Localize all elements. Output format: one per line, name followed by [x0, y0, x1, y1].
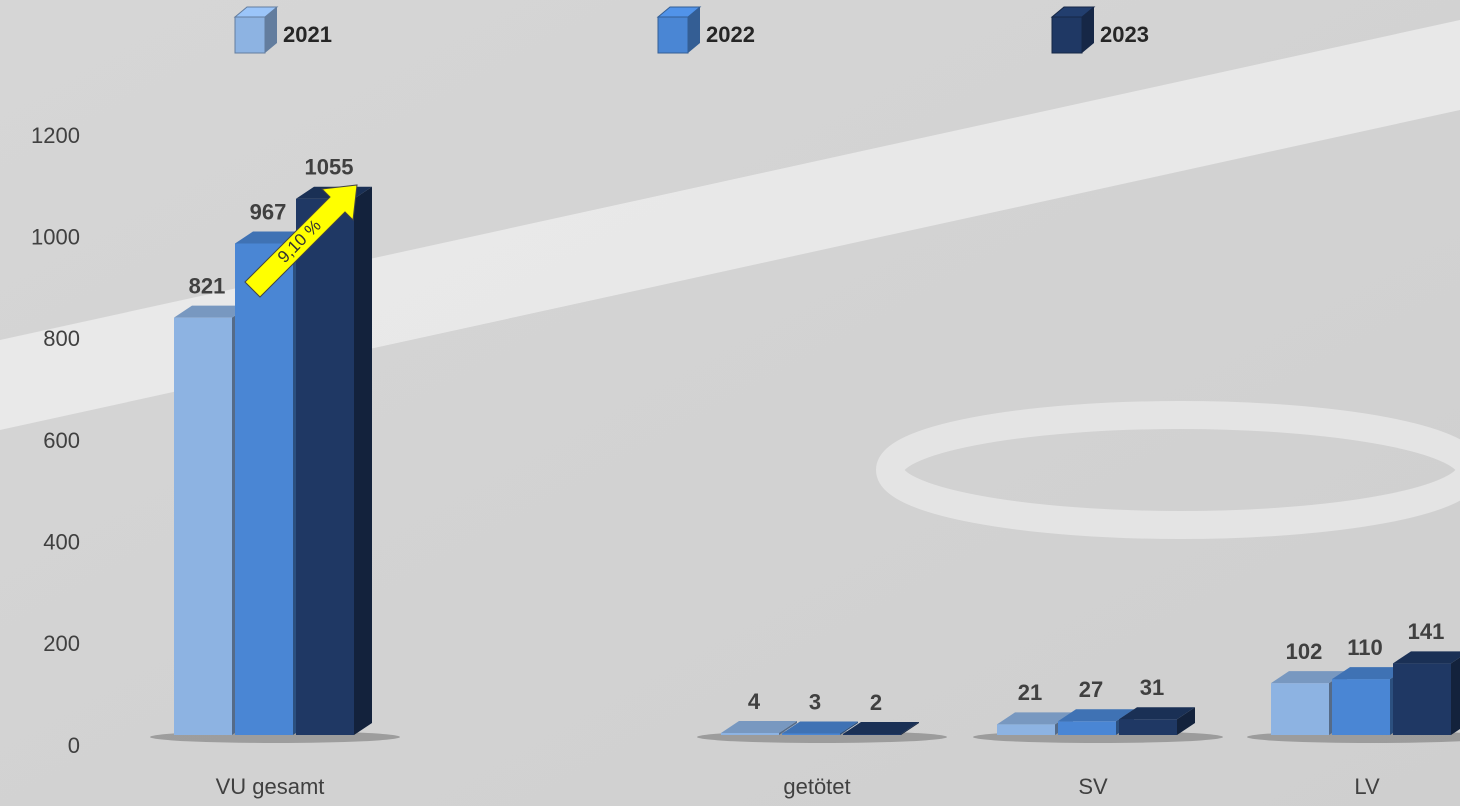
bar	[1058, 721, 1116, 735]
x-tick-label: LV	[1354, 774, 1380, 799]
value-label: 21	[1018, 680, 1042, 705]
y-tick-label: 400	[43, 529, 80, 554]
legend-swatch	[235, 17, 265, 53]
value-label: 141	[1408, 619, 1445, 644]
y-tick-label: 1000	[31, 224, 80, 249]
bar	[843, 734, 901, 735]
value-label: 3	[809, 689, 821, 714]
x-tick-label: SV	[1078, 774, 1108, 799]
bar	[1332, 679, 1390, 735]
value-label: 821	[189, 273, 226, 298]
legend-swatch	[1052, 17, 1082, 53]
x-tick-label: getötet	[783, 774, 850, 799]
bar	[721, 733, 779, 735]
bar	[782, 733, 840, 735]
legend-label: 2022	[706, 22, 755, 47]
value-label: 4	[748, 689, 761, 714]
bar-side	[1451, 651, 1460, 735]
value-label: 967	[250, 199, 287, 224]
y-tick-label: 1200	[31, 123, 80, 148]
legend-label: 2023	[1100, 22, 1149, 47]
y-tick-label: 800	[43, 326, 80, 351]
y-tick-label: 200	[43, 631, 80, 656]
legend-swatch	[658, 17, 688, 53]
value-label: 31	[1140, 675, 1164, 700]
y-tick-label: 0	[68, 733, 80, 758]
value-label: 110	[1347, 635, 1383, 660]
value-label: 1055	[305, 155, 354, 180]
value-label: 27	[1079, 677, 1103, 702]
chart: 0 200 400 600 800 1000 1200 VU gesamt getötet SV L…	[0, 0, 1460, 806]
bar	[1271, 683, 1329, 735]
bar-side	[354, 187, 372, 735]
bar	[1393, 663, 1451, 735]
value-label: 102	[1286, 639, 1323, 664]
bar	[1119, 719, 1177, 735]
value-label: 2	[870, 690, 882, 715]
x-tick-label: VU gesamt	[216, 774, 325, 799]
bar	[296, 199, 354, 735]
bar	[997, 724, 1055, 735]
y-tick-label: 600	[43, 428, 80, 453]
bar	[235, 243, 293, 735]
legend-label: 2021	[283, 22, 332, 47]
bar	[174, 318, 232, 735]
